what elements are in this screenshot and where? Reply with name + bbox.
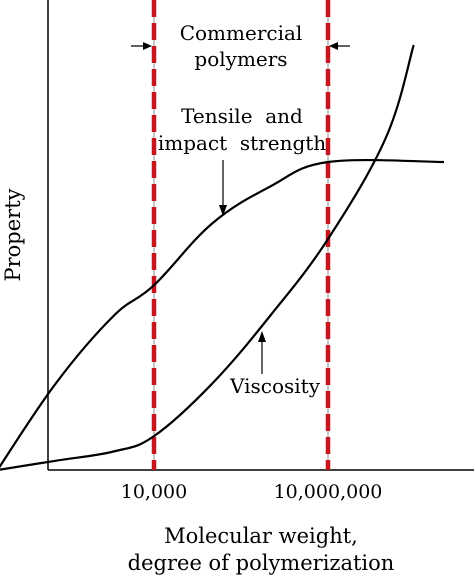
x-axis-label-line-2: degree of polymerization <box>128 551 395 575</box>
x-axis-label-line-1: Molecular weight, <box>164 524 358 548</box>
y-axis-label: Property <box>1 188 25 281</box>
series-line-viscosity <box>0 44 415 471</box>
strength-pointer-arrow <box>219 160 227 216</box>
viscosity-pointer-arrow <box>258 331 266 374</box>
commercial-range-left-arrow <box>131 42 152 50</box>
series-label-viscosity: Viscosity <box>229 374 321 398</box>
x-tick-label-10000000: 10,000,000 <box>274 481 383 503</box>
commercial-range-label-line-1: Commercial <box>180 21 303 45</box>
series-label-strength-line-1: Tensile and <box>181 104 303 128</box>
commercial-range-label-line-2: polymers <box>194 47 287 71</box>
x-tick-label-10000: 10,000 <box>121 481 187 503</box>
series-line-tensile-impact-strength <box>0 158 445 469</box>
commercial-range-right-arrow <box>329 42 350 50</box>
series-label-strength-line-2: impact strength <box>158 131 326 155</box>
